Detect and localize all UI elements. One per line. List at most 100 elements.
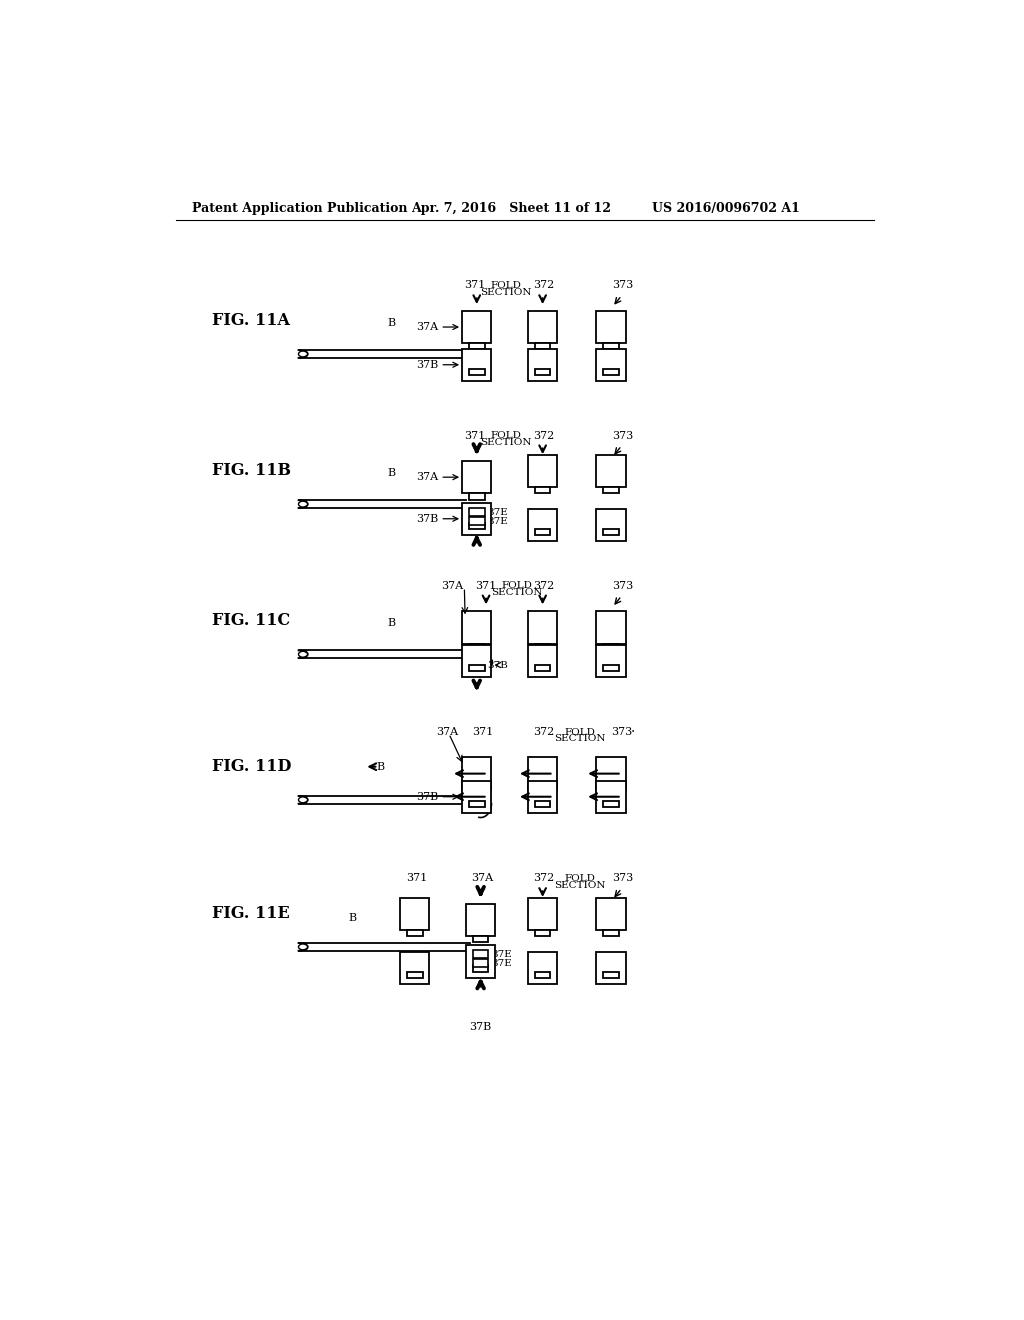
Text: 37E: 37E — [487, 517, 508, 527]
Text: SECTION: SECTION — [554, 880, 605, 890]
Bar — [462, 348, 492, 381]
Text: Apr. 7, 2016   Sheet 11 of 12: Apr. 7, 2016 Sheet 11 of 12 — [411, 202, 611, 215]
Bar — [528, 780, 557, 813]
Bar — [469, 494, 484, 499]
Text: 371: 371 — [472, 727, 494, 737]
Bar — [469, 517, 484, 525]
Bar — [535, 800, 550, 807]
Bar — [535, 929, 550, 936]
Bar — [469, 343, 484, 350]
Bar — [528, 455, 557, 487]
Bar — [535, 529, 550, 535]
Text: 37E: 37E — [487, 508, 508, 517]
Bar — [407, 972, 423, 978]
Bar — [603, 800, 618, 807]
Bar — [535, 665, 550, 671]
Text: 373: 373 — [612, 430, 634, 441]
Text: B: B — [387, 318, 395, 329]
Bar — [596, 508, 626, 541]
Text: US 2016/0096702 A1: US 2016/0096702 A1 — [652, 202, 800, 215]
Bar — [535, 789, 550, 796]
Bar — [603, 789, 618, 796]
Bar — [469, 789, 484, 796]
Text: 372: 372 — [534, 430, 555, 441]
Bar — [469, 644, 484, 649]
Bar — [462, 503, 492, 535]
Text: 37B: 37B — [487, 660, 509, 669]
Bar — [400, 898, 429, 929]
Bar — [535, 644, 550, 649]
Bar — [528, 758, 557, 789]
Bar — [596, 952, 626, 983]
Bar — [473, 960, 488, 966]
Bar — [528, 508, 557, 541]
Bar — [535, 343, 550, 350]
Text: FOLD: FOLD — [490, 432, 521, 440]
Bar — [473, 936, 488, 942]
Bar — [596, 312, 626, 343]
Bar — [528, 348, 557, 381]
Text: FIG. 11B: FIG. 11B — [212, 462, 291, 479]
Text: 37B: 37B — [416, 360, 438, 370]
Text: 371: 371 — [465, 430, 485, 441]
Text: 37A: 37A — [416, 322, 438, 333]
Text: 371: 371 — [475, 581, 497, 591]
Bar — [528, 312, 557, 343]
Bar — [596, 348, 626, 381]
Bar — [407, 929, 423, 936]
Bar — [603, 929, 618, 936]
Bar — [603, 972, 618, 978]
Text: 37A: 37A — [416, 473, 438, 482]
Bar — [535, 972, 550, 978]
Bar — [462, 780, 492, 813]
Text: 373: 373 — [612, 280, 634, 290]
Text: FIG. 11D: FIG. 11D — [212, 758, 291, 775]
Bar — [473, 950, 488, 958]
Bar — [603, 665, 618, 671]
Text: B: B — [377, 762, 385, 772]
Bar — [469, 508, 484, 516]
Text: 37E: 37E — [492, 960, 512, 969]
Text: 37E: 37E — [492, 950, 512, 960]
Text: FOLD: FOLD — [564, 874, 595, 883]
Bar — [596, 611, 626, 644]
Bar — [400, 952, 429, 983]
Bar — [466, 904, 496, 936]
Text: 37A: 37A — [440, 581, 463, 591]
Text: 373: 373 — [612, 581, 634, 591]
Text: SECTION: SECTION — [492, 589, 543, 597]
Bar — [603, 487, 618, 494]
Bar — [528, 645, 557, 677]
Bar — [462, 312, 492, 343]
Text: 372: 372 — [534, 874, 555, 883]
Bar — [469, 665, 484, 671]
Bar — [462, 461, 492, 494]
Text: ·: · — [631, 725, 635, 739]
Text: 373: 373 — [611, 727, 632, 737]
Bar — [469, 800, 484, 807]
Text: FOLD: FOLD — [564, 727, 595, 737]
Text: 372: 372 — [534, 581, 555, 591]
Bar — [596, 898, 626, 929]
Text: 372: 372 — [534, 727, 555, 737]
Bar — [535, 368, 550, 375]
Bar — [473, 965, 488, 972]
Text: SECTION: SECTION — [480, 438, 531, 447]
Bar — [596, 455, 626, 487]
Bar — [596, 645, 626, 677]
Text: 37B: 37B — [469, 1022, 492, 1032]
Text: FIG. 11A: FIG. 11A — [212, 312, 290, 329]
Bar — [596, 758, 626, 789]
Bar — [469, 523, 484, 529]
Bar — [603, 529, 618, 535]
Text: FIG. 11E: FIG. 11E — [212, 904, 290, 921]
Bar — [462, 645, 492, 677]
Text: Patent Application Publication: Patent Application Publication — [191, 202, 408, 215]
Bar — [462, 758, 492, 789]
Text: 371: 371 — [406, 874, 427, 883]
Bar — [462, 611, 492, 644]
Text: 37B: 37B — [416, 513, 438, 524]
Bar — [603, 368, 618, 375]
Bar — [528, 611, 557, 644]
Bar — [596, 780, 626, 813]
